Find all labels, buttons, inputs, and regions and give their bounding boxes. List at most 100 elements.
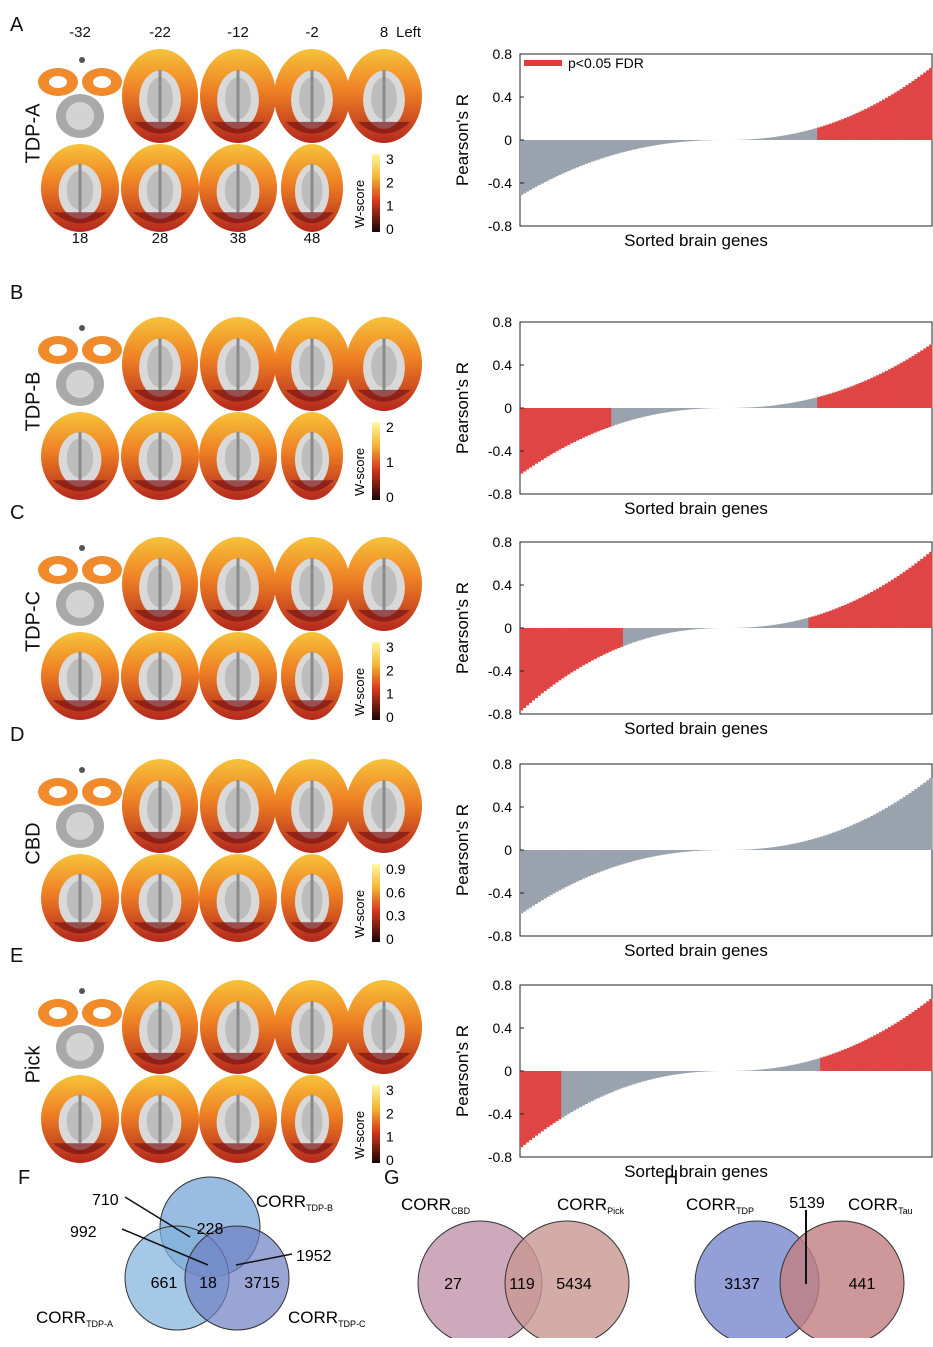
gene-bar xyxy=(770,625,774,628)
gene-bar xyxy=(796,842,800,850)
brain-slice-upper xyxy=(122,317,198,411)
gene-bar xyxy=(849,602,853,628)
gene-bar xyxy=(543,850,547,899)
y-tick-label: 0 xyxy=(504,620,512,636)
gene-bar xyxy=(823,125,827,140)
gene-bar xyxy=(802,618,806,628)
gene-bar xyxy=(602,1071,606,1096)
gene-bar xyxy=(599,628,603,656)
gene-bar xyxy=(855,599,859,628)
gene-bar xyxy=(752,1070,756,1071)
gene-bar xyxy=(755,1069,759,1071)
gene-bar xyxy=(631,628,636,643)
gene-bar xyxy=(823,395,827,408)
gene-bar xyxy=(696,408,700,409)
gene-bar xyxy=(879,586,883,628)
gene-bar xyxy=(637,850,641,860)
gene-bar xyxy=(561,408,565,448)
gene-bar xyxy=(758,138,762,140)
gene-bar xyxy=(617,140,621,154)
gene-bar xyxy=(699,408,703,409)
gene-bar xyxy=(693,408,697,410)
gene-bar xyxy=(905,1016,909,1071)
brain-slice-cerebellum xyxy=(38,325,122,406)
gene-bar xyxy=(584,1071,588,1104)
gene-bar xyxy=(846,1047,850,1071)
gene-bar xyxy=(678,628,683,632)
gene-bar xyxy=(584,628,588,664)
gene-bar xyxy=(658,628,662,635)
gene-bar xyxy=(917,1007,921,1071)
gene-bar xyxy=(528,850,533,908)
gene-bar xyxy=(843,828,847,850)
gene-bar xyxy=(817,614,821,628)
slice-label-bottom: 38 xyxy=(229,230,247,247)
gene-bar xyxy=(923,782,927,850)
gene-bar xyxy=(873,590,877,628)
brain-slice-lower xyxy=(199,412,277,500)
brain-slice-lower xyxy=(199,854,277,942)
gene-bar xyxy=(617,628,621,649)
gene-bar xyxy=(870,815,874,850)
gene-bar xyxy=(858,382,862,408)
gene-bar xyxy=(670,1071,674,1076)
gene-bar xyxy=(831,1053,836,1071)
gene-bar xyxy=(684,1071,689,1074)
gene-bar xyxy=(905,359,909,408)
colorbar-tick: 0.9 xyxy=(386,862,406,877)
gene-bar xyxy=(531,628,536,701)
gene-bar xyxy=(658,408,662,414)
brain-slice-upper xyxy=(200,317,276,411)
brain-slice-upper xyxy=(346,49,422,143)
gene-bar xyxy=(608,1071,612,1093)
gene-bar xyxy=(617,850,621,866)
gene-bar xyxy=(861,1041,865,1071)
gene-bar xyxy=(778,136,783,140)
gene-bar xyxy=(561,140,565,174)
gene-bar xyxy=(784,135,789,140)
gene-bar xyxy=(881,372,886,408)
gene-bar xyxy=(876,588,880,628)
gene-bar xyxy=(879,373,883,408)
y-tick-label: -0.4 xyxy=(488,1106,512,1122)
gene-bar xyxy=(596,850,600,873)
gene-bar xyxy=(820,1057,824,1071)
y-axis-label: Pearson's R xyxy=(453,582,472,674)
gene-bar xyxy=(681,1071,686,1074)
gene-bar xyxy=(896,364,900,408)
gene-bar xyxy=(593,408,597,433)
venn-H-a-only: 3137 xyxy=(724,1276,760,1293)
gene-bar xyxy=(778,404,783,408)
gene-bar xyxy=(787,1065,792,1071)
bar-series xyxy=(520,344,933,474)
gene-bar xyxy=(896,575,900,628)
gene-bar xyxy=(761,406,765,408)
gene-bar xyxy=(829,610,833,628)
colorbar-D: 0.9 0.6 0.3 0 W-score xyxy=(352,862,406,946)
gene-bar xyxy=(584,140,588,164)
gene-bar xyxy=(623,408,627,423)
gene-bar xyxy=(625,1071,630,1087)
venn-F-b-only: 228 xyxy=(197,1221,224,1238)
y-tick-label: 0.4 xyxy=(493,1020,513,1036)
gene-bar xyxy=(867,593,871,628)
y-tick-label: -0.8 xyxy=(488,486,512,502)
slice-label-bottom: 48 xyxy=(303,230,321,247)
bar-series xyxy=(520,999,933,1148)
brain-slice-lower xyxy=(41,632,119,720)
gene-bar xyxy=(902,1017,906,1071)
brain-slice-upper xyxy=(200,980,276,1074)
gene-bar xyxy=(861,381,865,408)
gene-bar xyxy=(561,1071,565,1118)
gene-bar xyxy=(537,408,541,462)
gene-bar xyxy=(537,628,541,696)
panel-letter-A: A xyxy=(10,14,24,36)
gene-bar xyxy=(581,408,586,438)
gene-bar xyxy=(552,408,556,453)
gene-bar xyxy=(811,398,815,408)
gene-bar xyxy=(858,111,862,140)
gene-bar xyxy=(649,408,653,416)
y-tick-label: 0 xyxy=(504,132,512,148)
venn-G-ab: 119 xyxy=(509,1276,535,1293)
gene-bar xyxy=(522,850,527,912)
